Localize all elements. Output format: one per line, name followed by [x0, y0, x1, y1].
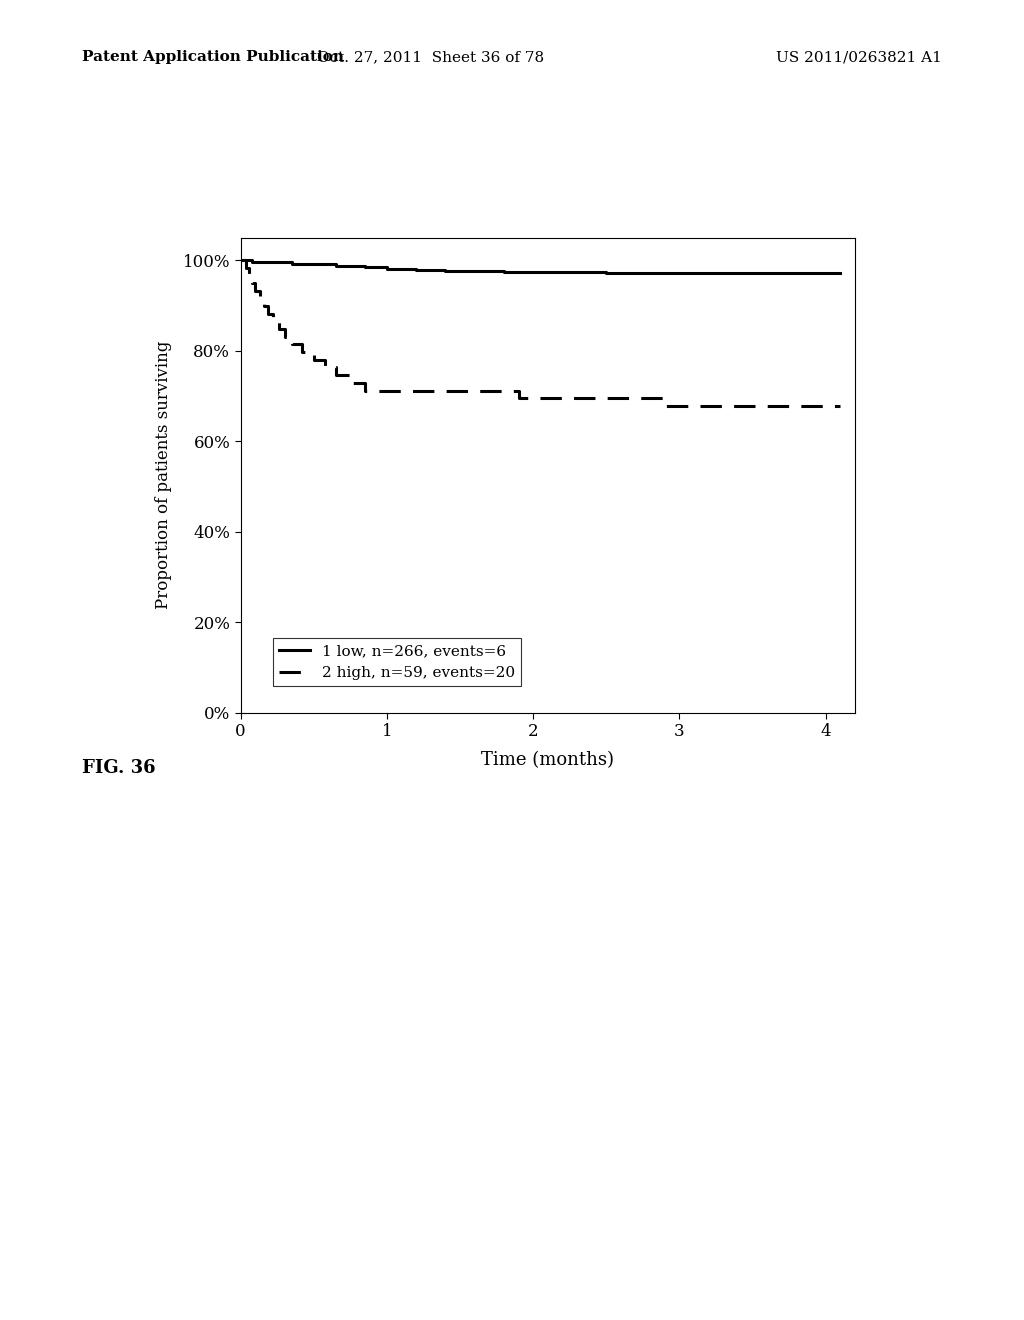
- 1 low, n=266, events=6: [410, 263, 422, 279]
- 1 low, n=266, events=6: [791, 265, 803, 281]
- 2 high, n=59, events=20: [344, 375, 356, 391]
- Text: FIG. 36: FIG. 36: [82, 759, 156, 777]
- 2 high, n=59, events=20: [272, 322, 285, 338]
- 1 low, n=266, events=6: [358, 260, 371, 276]
- 2 high, n=59, events=20: [835, 399, 847, 414]
- 2 high, n=59, events=20: [262, 306, 274, 322]
- 2 high, n=59, events=20: [358, 383, 371, 399]
- 1 low, n=266, events=6: [252, 255, 264, 271]
- 1 low, n=266, events=6: [674, 265, 686, 281]
- 1 low, n=266, events=6: [527, 264, 540, 280]
- 2 high, n=59, events=20: [512, 391, 524, 407]
- 2 high, n=59, events=20: [454, 383, 466, 399]
- 2 high, n=59, events=20: [688, 399, 700, 414]
- 1 low, n=266, events=6: [315, 256, 328, 272]
- 2 high, n=59, events=20: [571, 391, 584, 407]
- 1 low, n=266, events=6: [644, 265, 656, 281]
- 2 high, n=59, events=20: [483, 383, 496, 399]
- 1 low, n=266, events=6: [556, 264, 568, 280]
- 2 high, n=59, events=20: [658, 399, 671, 414]
- 1 low, n=266, events=6: [344, 257, 356, 273]
- Line: 1 low, n=266, events=6: 1 low, n=266, events=6: [241, 260, 841, 273]
- 2 high, n=59, events=20: [542, 391, 554, 407]
- 1 low, n=266, events=6: [271, 255, 284, 271]
- 2 high, n=59, events=20: [388, 383, 400, 399]
- Y-axis label: Proportion of patients surviving: Proportion of patients surviving: [155, 341, 172, 610]
- 1 low, n=266, events=6: [498, 264, 510, 280]
- 2 high, n=59, events=20: [244, 268, 256, 284]
- 2 high, n=59, events=20: [246, 276, 258, 292]
- 2 high, n=59, events=20: [249, 282, 261, 298]
- 2 high, n=59, events=20: [425, 383, 437, 399]
- 1 low, n=266, events=6: [286, 256, 298, 272]
- 2 high, n=59, events=20: [732, 399, 744, 414]
- 2 high, n=59, events=20: [254, 290, 266, 306]
- 1 low, n=266, events=6: [242, 252, 254, 268]
- 1 low, n=266, events=6: [469, 263, 481, 279]
- 2 high, n=59, events=20: [258, 298, 270, 314]
- 1 low, n=266, events=6: [234, 252, 247, 268]
- 2 high, n=59, events=20: [286, 337, 298, 352]
- 2 high, n=59, events=20: [234, 252, 247, 268]
- 2 high, n=59, events=20: [330, 367, 342, 383]
- 1 low, n=266, events=6: [300, 256, 312, 272]
- 2 high, n=59, events=20: [266, 314, 279, 330]
- Text: US 2011/0263821 A1: US 2011/0263821 A1: [776, 50, 942, 65]
- 1 low, n=266, events=6: [746, 265, 759, 281]
- 2 high, n=59, events=20: [279, 329, 291, 345]
- 2 high, n=59, events=20: [402, 383, 415, 399]
- Legend: 1 low, n=266, events=6, 2 high, n=59, events=20: 1 low, n=266, events=6, 2 high, n=59, ev…: [272, 639, 521, 686]
- 1 low, n=266, events=6: [600, 265, 612, 281]
- 1 low, n=266, events=6: [381, 261, 393, 277]
- 1 low, n=266, events=6: [439, 263, 452, 279]
- 2 high, n=59, events=20: [614, 391, 627, 407]
- 2 high, n=59, events=20: [307, 352, 319, 368]
- 1 low, n=266, events=6: [702, 265, 715, 281]
- Text: Oct. 27, 2011  Sheet 36 of 78: Oct. 27, 2011 Sheet 36 of 78: [316, 50, 544, 65]
- 2 high, n=59, events=20: [819, 399, 831, 414]
- Line: 2 high, n=59, events=20: 2 high, n=59, events=20: [241, 260, 841, 407]
- 1 low, n=266, events=6: [835, 265, 847, 281]
- 1 low, n=266, events=6: [246, 255, 258, 271]
- 1 low, n=266, events=6: [261, 255, 273, 271]
- 2 high, n=59, events=20: [776, 399, 788, 414]
- Text: Patent Application Publication: Patent Application Publication: [82, 50, 344, 65]
- 2 high, n=59, events=20: [296, 345, 308, 360]
- 1 low, n=266, events=6: [330, 257, 342, 273]
- 2 high, n=59, events=20: [319, 359, 332, 375]
- 2 high, n=59, events=20: [374, 383, 386, 399]
- X-axis label: Time (months): Time (months): [481, 751, 614, 770]
- 2 high, n=59, events=20: [241, 260, 253, 276]
